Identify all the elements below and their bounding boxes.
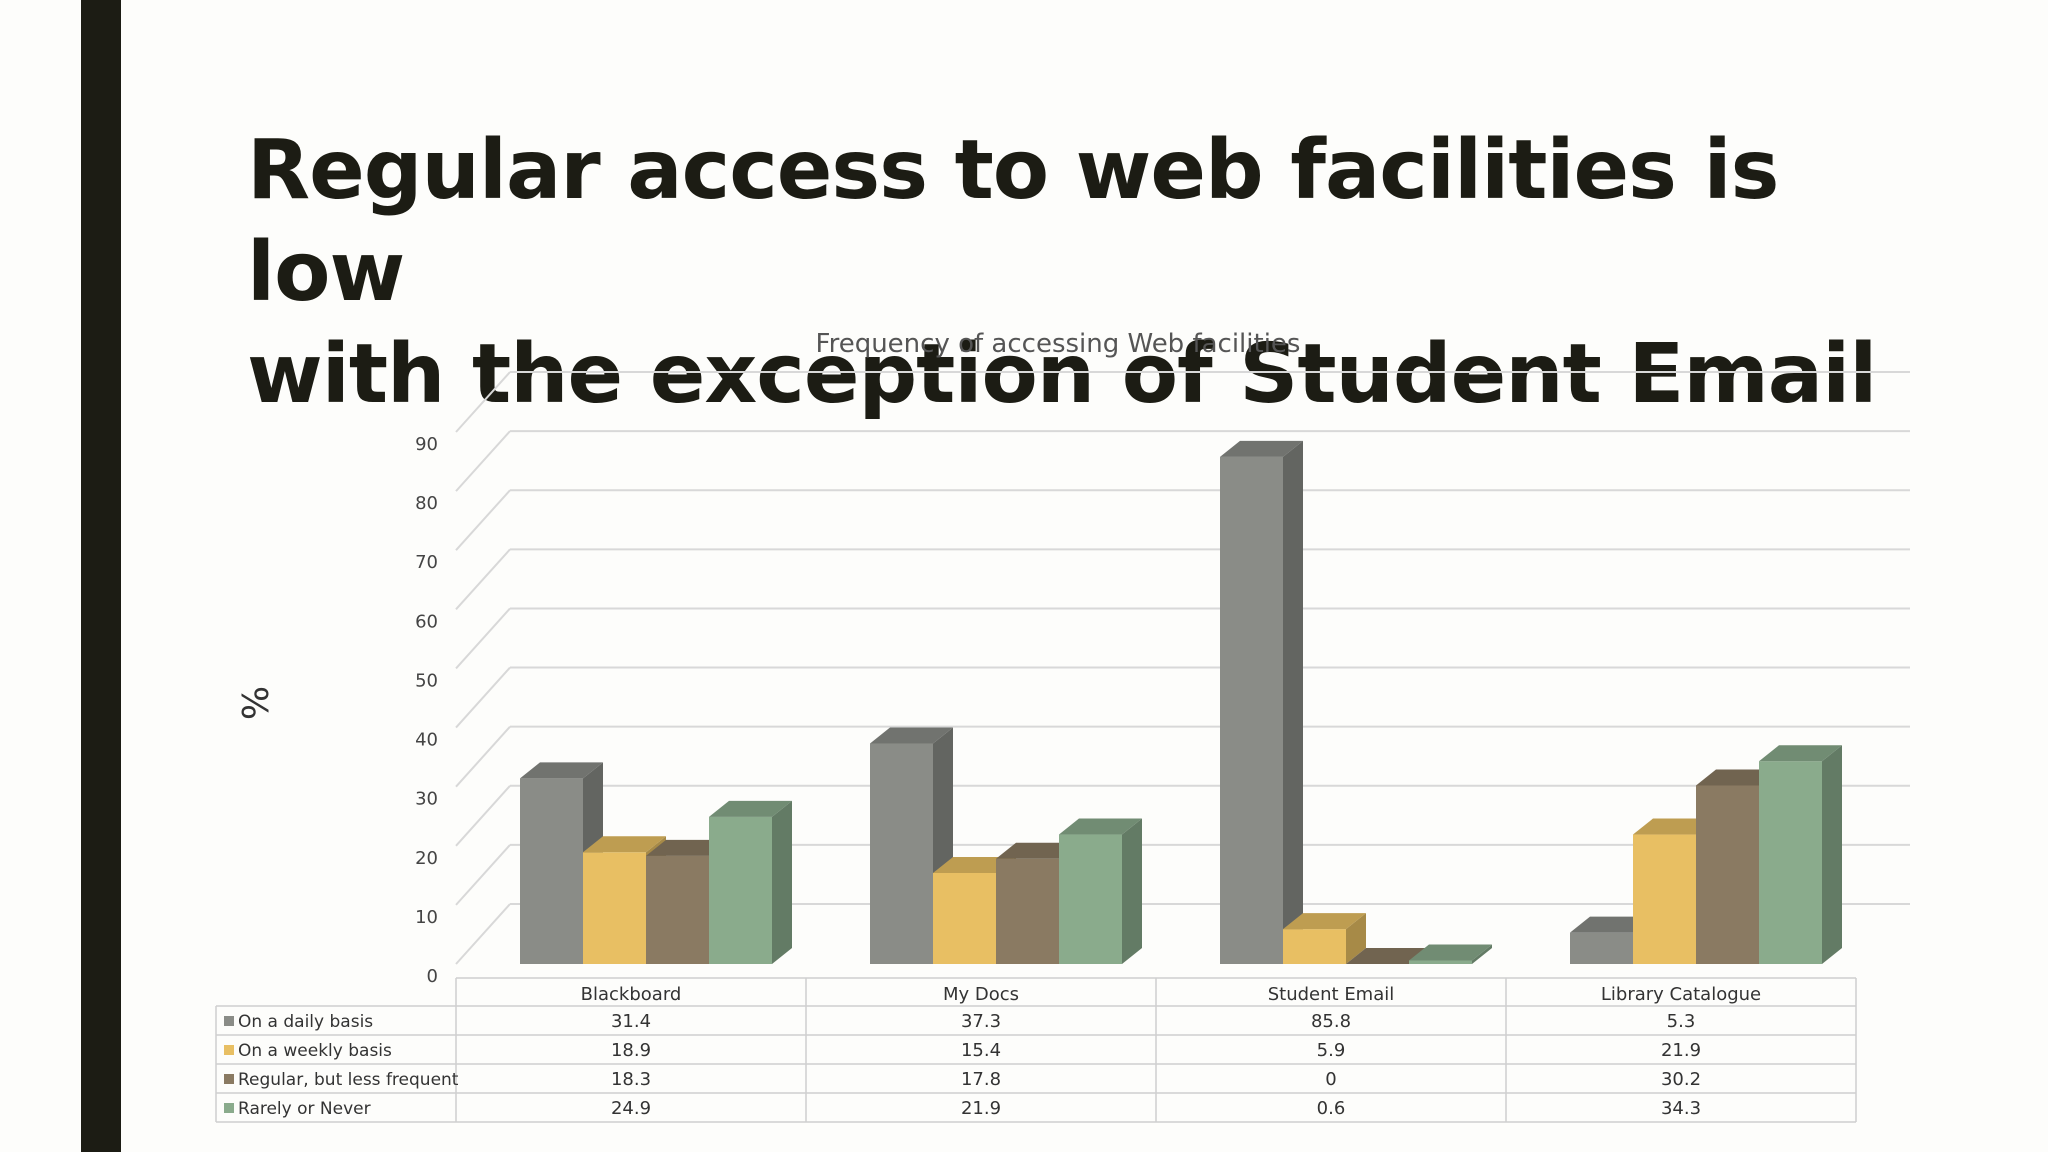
- bar: [709, 800, 792, 964]
- bar-side: [1346, 913, 1366, 964]
- bar-front: [1409, 960, 1472, 964]
- bar-front: [520, 778, 583, 964]
- data-label: 0: [1325, 1069, 1336, 1090]
- bar-top: [1059, 818, 1142, 835]
- bar-top: [520, 762, 603, 779]
- bar-side: [1283, 440, 1303, 964]
- bar-front: [583, 852, 646, 964]
- slide-title-line-2: with the exception of Student Email: [247, 327, 1877, 422]
- bar-front: [1283, 929, 1346, 964]
- bar-front: [1696, 785, 1759, 964]
- bar-front: [1570, 932, 1633, 964]
- bar: [1059, 818, 1142, 964]
- legend-swatch: [224, 1045, 234, 1055]
- slide-title: Regular access to web facilities is low …: [247, 120, 1947, 426]
- data-label: 15.4: [961, 1040, 1001, 1061]
- bar-front: [996, 858, 1059, 964]
- bar-top: [1409, 944, 1492, 961]
- bar: [1283, 913, 1366, 964]
- bar-side: [1472, 944, 1492, 964]
- y-tick-label: 40: [415, 730, 438, 751]
- bar-top: [709, 800, 792, 817]
- gridline-diagonal: [455, 903, 511, 965]
- y-tick-label: 30: [415, 789, 438, 810]
- gridline-diagonal: [455, 607, 511, 670]
- slide-title-line-1: Regular access to web facilities is low: [247, 123, 1779, 320]
- gridline-diagonal: [455, 371, 511, 433]
- data-label: 5.3: [1667, 1011, 1696, 1032]
- data-label: 5.9: [1317, 1040, 1346, 1061]
- bar-top: [1570, 916, 1653, 933]
- y-tick-label: 80: [415, 493, 438, 514]
- data-label: 21.9: [961, 1098, 1001, 1119]
- gridline-diagonal: [455, 430, 511, 492]
- bar-top: [933, 856, 1016, 873]
- gridline-diagonal: [455, 725, 511, 788]
- bar-front: [870, 743, 933, 964]
- data-label: 17.8: [961, 1069, 1001, 1090]
- bar-front: [646, 855, 709, 964]
- bar: [1759, 745, 1842, 964]
- x-tick-label: Student Email: [1268, 984, 1395, 1005]
- bar-front: [933, 872, 996, 964]
- legend-swatch: [224, 1016, 234, 1026]
- legend-label: On a daily basis: [238, 1012, 373, 1032]
- y-tick-label: 70: [415, 552, 438, 573]
- data-label: 21.9: [1661, 1040, 1701, 1061]
- gridline-diagonal: [455, 548, 511, 611]
- legend-label: Rarely or Never: [238, 1099, 371, 1119]
- bar: [1346, 948, 1429, 964]
- bar-front: [1759, 761, 1822, 964]
- x-tick-label: My Docs: [943, 984, 1019, 1005]
- bar-top: [1633, 818, 1716, 835]
- bar-front: [1059, 834, 1122, 964]
- data-label: 24.9: [611, 1098, 651, 1119]
- bar-top: [646, 839, 729, 856]
- bar-top: [1283, 913, 1366, 930]
- data-label: 18.3: [611, 1069, 651, 1090]
- bar-top: [996, 842, 1079, 859]
- gridline-diagonal: [455, 844, 511, 906]
- bar-top: [583, 836, 666, 853]
- bar: [1409, 944, 1492, 964]
- data-label: 34.3: [1661, 1098, 1701, 1119]
- bar-top: [1346, 948, 1429, 964]
- chart-title: Frequency of accessing Web facilities: [816, 329, 1301, 359]
- data-label: 31.4: [611, 1011, 651, 1032]
- data-label: 85.8: [1311, 1011, 1351, 1032]
- bar-top: [1759, 745, 1842, 762]
- bar-side: [1122, 818, 1142, 964]
- legend-label: Regular, but less frequent: [238, 1070, 459, 1090]
- y-tick-label: 60: [415, 611, 438, 632]
- data-label: 37.3: [961, 1011, 1001, 1032]
- bar-front: [1220, 456, 1283, 964]
- data-label: 18.9: [611, 1040, 651, 1061]
- gridline-diagonal: [455, 666, 511, 729]
- x-tick-label: Blackboard: [581, 984, 682, 1005]
- bar-top: [1220, 440, 1303, 457]
- x-tick-label: Library Catalogue: [1601, 984, 1761, 1005]
- y-tick-label: 20: [415, 848, 438, 869]
- bar-front: [1633, 834, 1696, 964]
- y-tick-label: 50: [415, 670, 438, 691]
- gridline-diagonal: [455, 489, 511, 551]
- legend-label: On a weekly basis: [238, 1041, 392, 1061]
- bar-side: [772, 800, 792, 964]
- bar-side: [1822, 745, 1842, 964]
- y-tick-label: 90: [415, 434, 438, 455]
- data-label: 30.2: [1661, 1069, 1701, 1090]
- bar-front: [709, 816, 772, 964]
- bar-top: [870, 727, 953, 744]
- legend-swatch: [224, 1103, 234, 1113]
- y-tick-label: 0: [427, 966, 438, 987]
- legend-swatch: [224, 1074, 234, 1084]
- accent-bar: [81, 0, 121, 1152]
- y-axis-label: %: [233, 686, 274, 720]
- gridline-diagonal: [455, 785, 511, 847]
- bar: [1220, 440, 1303, 964]
- y-tick-label: 10: [415, 907, 438, 928]
- data-label: 0.6: [1317, 1098, 1346, 1119]
- bar-top: [1696, 769, 1779, 786]
